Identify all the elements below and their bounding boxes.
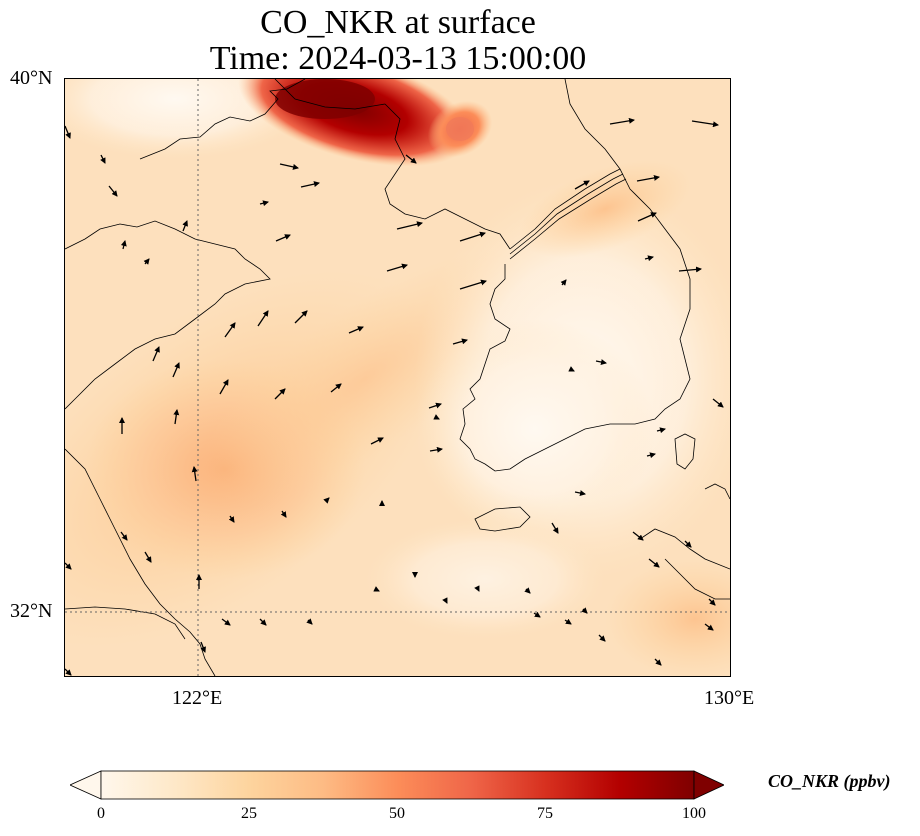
- wind-vector-arrow: [646, 452, 656, 459]
- wind-vector-arrow: [200, 641, 206, 653]
- lon-tick-label-130e: 130°E: [704, 687, 755, 709]
- wind-vector-arrow: [330, 383, 342, 393]
- wind-vector-arrow: [595, 359, 607, 365]
- wind-vector-arrow: [429, 446, 443, 453]
- wind-vector-arrow: [442, 597, 448, 604]
- wind-vector-arrow: [560, 279, 567, 286]
- wind-vector-arrow: [644, 255, 654, 262]
- wind-vector-arrow: [459, 279, 487, 290]
- wind-vector-arrow: [574, 180, 590, 190]
- wind-vector-arrow: [259, 618, 267, 626]
- wind-vector-arrow: [323, 497, 330, 504]
- colorbar-min-extend: [70, 770, 102, 800]
- wind-vector-arrow: [712, 398, 724, 408]
- wind-vector-arrow: [182, 220, 188, 232]
- wind-vector-arrow: [632, 531, 644, 541]
- wind-vector-arrow: [656, 427, 666, 434]
- wind-vector-arrow: [533, 611, 541, 618]
- wind-vector-arrow: [108, 185, 118, 197]
- colorbar-label: CO_NKR (ppbv): [768, 771, 891, 791]
- wind-vector-arrow: [294, 310, 308, 324]
- wind-vector-arrow: [459, 231, 486, 242]
- wind-vector-arrow: [173, 409, 180, 425]
- wind-vector-arrow: [636, 174, 660, 182]
- wind-vector-arrow: [386, 263, 408, 272]
- wind-vector-arrow: [120, 531, 128, 541]
- wind-vector-arrow: [221, 618, 231, 626]
- colorbar-tick-0: 0: [97, 805, 105, 822]
- wind-vector-arrow: [279, 163, 299, 170]
- lon-tick-label-122e: 122°E: [172, 687, 223, 709]
- lat-tick-label-32n: 32°N: [10, 600, 53, 622]
- wind-vector-arrow: [609, 117, 635, 125]
- wind-vector-arrow: [100, 154, 106, 164]
- lat-tick-label-40n: 40°N: [10, 67, 53, 89]
- wind-vectors: [65, 117, 724, 676]
- wind-vector-arrow: [678, 266, 702, 273]
- wind-vector-arrow: [120, 240, 127, 250]
- wind-vector-arrow: [637, 212, 657, 222]
- wind-vector-arrow: [348, 326, 364, 334]
- wind-vector-arrow: [598, 634, 606, 642]
- colorbar-tick-75: 75: [537, 805, 553, 822]
- colorbar-gradient: [100, 770, 695, 800]
- wind-vector-arrow: [396, 221, 423, 230]
- colorbar-tick-50: 50: [389, 805, 405, 822]
- wind-vector-arrow: [280, 510, 287, 518]
- wind-vector-arrow: [191, 466, 198, 482]
- wind-vector-arrow: [708, 598, 716, 606]
- wind-vector-arrow: [684, 540, 692, 548]
- map-panel: [64, 78, 731, 677]
- wind-vector-arrow: [524, 587, 531, 594]
- wind-vector-arrow: [172, 362, 180, 378]
- wind-vector-arrow: [65, 125, 71, 139]
- wind-vector-arrow: [143, 258, 150, 265]
- wind-vector-arrow: [428, 402, 442, 409]
- wind-vector-arrow: [224, 322, 236, 338]
- wind-vector-arrow: [370, 437, 384, 445]
- wind-vector-arrow: [65, 668, 72, 676]
- wind-vector-arrow: [152, 346, 160, 362]
- wind-vector-arrow: [452, 338, 468, 345]
- colorbar-tick-25: 25: [241, 805, 257, 822]
- gridlines: [65, 79, 730, 676]
- wind-vector-arrow: [648, 558, 660, 568]
- wind-vector-arrow: [581, 607, 588, 614]
- wind-vector-arrow: [257, 310, 269, 327]
- wind-vector-arrow: [144, 551, 152, 563]
- wind-vector-arrow: [228, 515, 235, 523]
- wind-vector-arrow: [568, 366, 575, 372]
- wind-vector-arrow: [564, 618, 572, 625]
- wind-vector-arrow: [373, 586, 380, 592]
- wind-vector-arrow: [275, 234, 291, 242]
- wind-vector-arrow: [219, 379, 229, 395]
- wind-vector-arrow: [306, 618, 313, 625]
- wind-vector-arrow: [274, 388, 286, 400]
- wind-vector-arrow: [300, 181, 320, 188]
- wind-vector-arrow: [259, 200, 269, 207]
- colorbar: [70, 770, 724, 800]
- concentration-field: [65, 79, 730, 676]
- wind-vector-arrow: [474, 585, 480, 592]
- map-title-line2: Time: 2024-03-13 15:00:00: [209, 40, 587, 77]
- wind-vector-arrow: [65, 562, 72, 570]
- wind-vector-arrow: [433, 414, 440, 420]
- map-canvas: [65, 79, 730, 676]
- wind-vector-arrow: [654, 658, 662, 666]
- wind-vector-arrow: [574, 490, 586, 496]
- wind-vector-arrow: [691, 120, 719, 128]
- wind-vector-arrow: [704, 623, 714, 631]
- map-title-line1: CO_NKR at surface: [260, 4, 536, 41]
- colorbar-tick-100: 100: [682, 805, 706, 822]
- colorbar-max-extend: [693, 770, 724, 800]
- wind-vector-arrow: [551, 522, 559, 534]
- wind-vector-arrow: [405, 154, 417, 164]
- coastlines: [65, 79, 730, 676]
